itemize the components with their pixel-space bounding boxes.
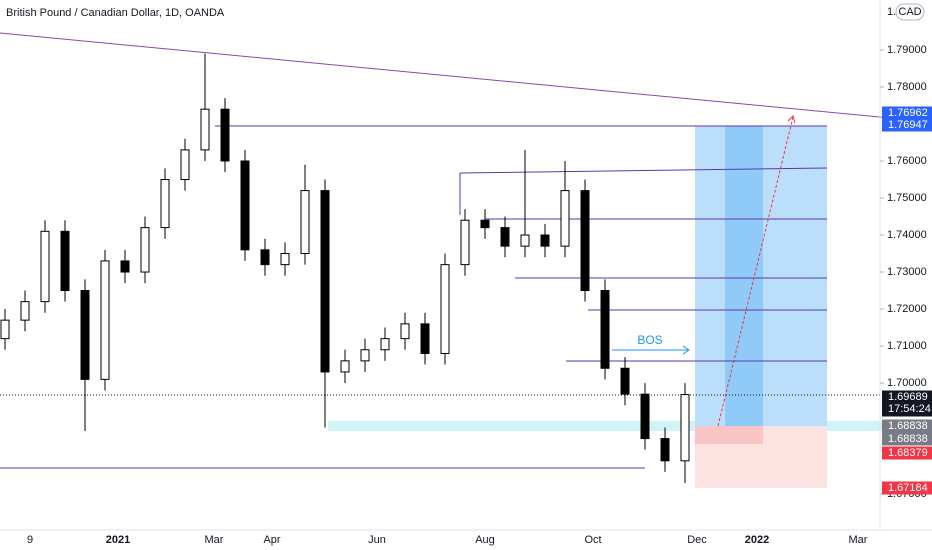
candle-body [180, 149, 190, 181]
price-tag-label: 1.68838 [888, 420, 928, 432]
candle-body [200, 108, 210, 151]
x-tick-label: Mar [849, 534, 868, 546]
candle-body [540, 234, 550, 247]
price-tag-bg [882, 419, 932, 433]
svg-text:1.: 1. [887, 6, 896, 18]
currency[interactable]: CAD [898, 6, 921, 18]
price-tag: 1.67184 [882, 481, 932, 495]
candle-body [120, 260, 130, 273]
y-tick-label: 1.71000 [887, 340, 927, 352]
y-tick-label: 1.78000 [887, 81, 927, 93]
candle-body [580, 190, 590, 292]
x-tick-label: Mar [205, 534, 224, 546]
candle-body [400, 323, 410, 340]
price-tag-label: 1.76947 [888, 119, 928, 131]
y-tick-label: 1.72000 [887, 303, 927, 315]
candle-body [620, 367, 630, 395]
candle-body [460, 219, 470, 266]
candle-body [440, 264, 450, 354]
candle-body [680, 394, 690, 462]
x-tick-label: 2022 [745, 534, 769, 546]
price-tag-bg [882, 446, 932, 460]
chart-title: British Pound / Canadian Dollar, 1D, OAN… [6, 7, 225, 19]
x-tick-label: 9 [27, 534, 33, 546]
candle-body [260, 249, 270, 266]
price-tag: 1.76962 [882, 106, 932, 120]
candle-body [600, 290, 610, 369]
price-tag-bg [882, 390, 932, 417]
bos-arrow-head [682, 345, 690, 355]
y-tick-label: 1.79000 [887, 44, 927, 56]
candle-body [560, 190, 570, 247]
candle-body [660, 438, 670, 462]
candle-body [480, 219, 490, 229]
candle-body [520, 234, 530, 247]
level-line [459, 167, 828, 174]
x-tick-label: Oct [584, 534, 601, 546]
candle-body [420, 323, 430, 354]
projection-arrow-head [787, 115, 796, 124]
price-tag: 1.68379 [882, 446, 932, 460]
y-tick-label: 1.74000 [887, 229, 927, 241]
price-tag-label: 1.67184 [888, 482, 928, 494]
price-tag: 1.68838 [882, 432, 932, 446]
price-tag-label: 1.69689 [888, 391, 928, 403]
candle-body [20, 301, 30, 321]
x-tick-label: Jun [368, 534, 386, 546]
y-tick-label: 1.70000 [887, 377, 927, 389]
candle-body [340, 360, 350, 373]
candle-body [0, 319, 10, 340]
price-tag: 1.76947 [882, 118, 932, 132]
trend-line [0, 32, 932, 123]
y-tick-label: 1.76000 [887, 155, 927, 167]
candle-body [240, 160, 250, 251]
target-zone-inner [725, 126, 763, 426]
y-tick-label: 1.75000 [887, 192, 927, 204]
zone [328, 421, 932, 431]
candle-body [100, 260, 110, 380]
price-tag: 1.68838 [882, 419, 932, 433]
x-tick-label: Apr [263, 534, 280, 546]
candle-body [220, 108, 230, 162]
candle-body [320, 190, 330, 373]
candle-body [160, 179, 170, 229]
candle-body [40, 230, 50, 303]
candle-body [140, 227, 150, 273]
candle-body [60, 230, 70, 292]
x-tick-label: Dec [687, 534, 707, 546]
currency-badge[interactable] [895, 3, 925, 21]
candle-body [360, 349, 370, 362]
candle-body [80, 290, 90, 380]
price-tag-bg [882, 432, 932, 446]
projection-arrow [717, 116, 794, 427]
stop-zone-inner [695, 426, 763, 444]
candle-body [640, 393, 650, 440]
candle-body [380, 338, 390, 351]
price-tag-bg [882, 106, 932, 120]
x-tick-label: 2021 [106, 534, 130, 546]
annotation: BOS [637, 333, 662, 347]
price-tag-label: 1.68379 [888, 447, 928, 459]
price-tag-label: 1.68838 [888, 433, 928, 445]
price-tag-bg [882, 118, 932, 132]
y-tick-label: 1.73000 [887, 266, 927, 278]
price-tag-label: 1.76962 [888, 107, 928, 119]
candle-body [300, 190, 310, 255]
x-tick-label: Aug [475, 534, 495, 546]
countdown: 17:54:24 [888, 403, 931, 415]
candle-body [280, 253, 290, 266]
candle-body [500, 227, 510, 247]
price-tag-bg [882, 481, 932, 495]
